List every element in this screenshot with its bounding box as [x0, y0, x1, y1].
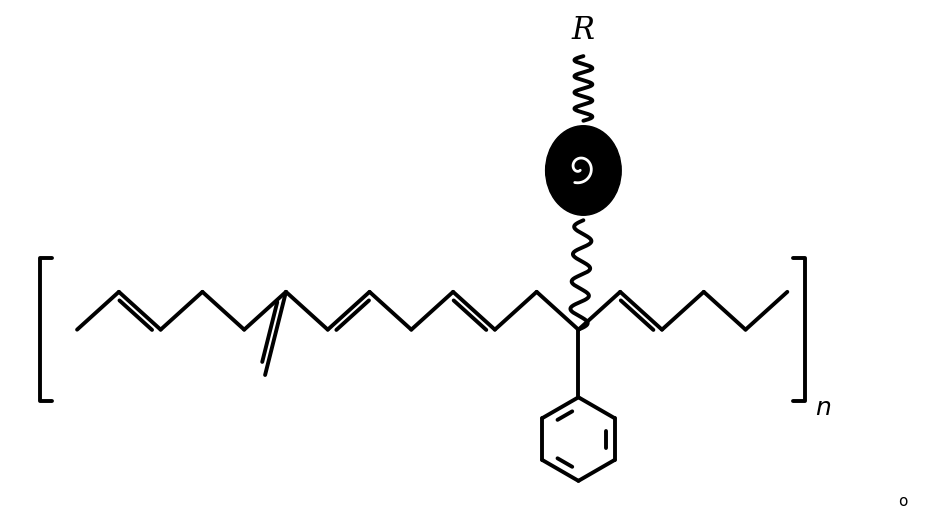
Text: o: o — [899, 494, 908, 509]
Text: R: R — [572, 15, 595, 46]
Text: n: n — [815, 396, 831, 421]
Ellipse shape — [546, 126, 621, 215]
